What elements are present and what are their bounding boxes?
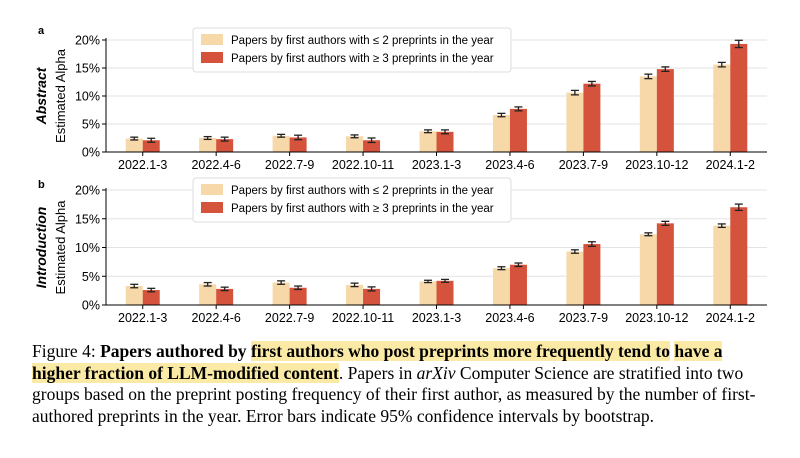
legend-label: Papers by first authors with ≤ 2 preprin…	[231, 185, 494, 197]
bar	[656, 69, 674, 152]
caption-text-2: Computer Science are stratified into two…	[32, 362, 756, 426]
bar	[289, 137, 307, 152]
bar	[216, 139, 234, 152]
bar	[363, 140, 381, 152]
bar	[566, 92, 584, 152]
bar	[436, 280, 454, 305]
caption-italic: arXiv	[416, 362, 456, 383]
legend-swatch	[201, 52, 223, 63]
bar	[713, 64, 731, 152]
x-tick-label: 2023.4-6	[485, 158, 534, 172]
y-tick-label: 10%	[75, 90, 100, 104]
panel-letter: b	[38, 179, 45, 191]
legend-swatch	[201, 184, 223, 195]
y-axis-label: Estimated Alpha	[53, 200, 68, 295]
legend-label: Papers by first authors with ≥ 3 preprin…	[231, 53, 494, 65]
y-tick-label: 20%	[75, 184, 100, 198]
y-tick-label: 0%	[82, 146, 100, 160]
caption-bold-text: Papers authored by	[100, 341, 247, 361]
legend-swatch	[201, 202, 223, 213]
x-tick-label: 2023.10-12	[625, 311, 688, 325]
caption-period: .	[338, 362, 344, 383]
legend-label: Papers by first authors with ≤ 2 preprin…	[231, 35, 494, 47]
bar	[272, 282, 290, 305]
bar	[492, 268, 510, 305]
bar	[436, 131, 454, 152]
bar	[509, 264, 527, 305]
bar	[125, 286, 143, 305]
figure-caption: Figure 4: Papers authored by first autho…	[32, 341, 772, 427]
row-label: Introduction	[33, 207, 49, 289]
bar	[272, 135, 290, 152]
y-axis-label: Estimated Alpha	[53, 48, 68, 143]
bar	[142, 140, 160, 152]
bar	[346, 284, 364, 305]
bar	[125, 138, 143, 152]
bar	[713, 225, 731, 305]
x-tick-label: 2022.1-3	[118, 311, 167, 325]
x-tick-label: 2023.1-3	[412, 311, 461, 325]
bar	[199, 138, 217, 152]
x-tick-label: 2023.10-12	[625, 158, 688, 172]
bar	[346, 136, 364, 152]
y-tick-label: 10%	[75, 241, 100, 255]
bar	[639, 234, 657, 305]
y-tick-label: 15%	[75, 62, 100, 76]
chart-panel-a: 0% 5% 10% 15% 20% 2022.1-3 2022.4-6 2022.7-9 202…	[33, 25, 767, 172]
caption-text-1: Papers in	[347, 362, 413, 383]
bar	[289, 287, 307, 305]
bar	[492, 115, 510, 152]
legend-box	[192, 177, 512, 223]
panel-letter: a	[38, 25, 45, 37]
bar	[730, 43, 748, 152]
bar	[419, 281, 437, 305]
bar	[216, 288, 234, 305]
bar	[509, 108, 527, 152]
y-tick-label: 5%	[82, 118, 100, 132]
x-tick-label: 2022.1-3	[118, 158, 167, 172]
x-tick-label: 2022.4-6	[191, 311, 240, 325]
bar	[583, 244, 601, 305]
bar	[363, 288, 381, 305]
bar	[566, 251, 584, 305]
x-tick-label: 2022.7-9	[265, 311, 314, 325]
bar	[142, 290, 160, 305]
x-tick-label: 2023.4-6	[485, 311, 534, 325]
y-tick-label: 0%	[82, 299, 100, 313]
caption-highlight-1: first authors who post preprints more fr…	[250, 341, 670, 361]
bar	[639, 76, 657, 152]
row-label: Abstract	[33, 66, 49, 125]
x-tick-label: 2023.7-9	[559, 311, 608, 325]
x-tick-label: 2022.10-11	[332, 311, 394, 325]
x-tick-label: 2024.1-2	[706, 158, 755, 172]
chart-panel-b: 0% 5% 10% 15% 20% 2022.1-3 2022.4-6 2022.7-9 202…	[33, 177, 767, 325]
bar	[583, 83, 601, 152]
x-tick-label: 2022.7-9	[265, 158, 314, 172]
y-tick-label: 5%	[82, 270, 100, 284]
bar	[199, 284, 217, 305]
bar	[419, 131, 437, 152]
x-tick-label: 2023.7-9	[559, 158, 608, 172]
x-tick-label: 2022.4-6	[191, 158, 240, 172]
y-tick-label: 20%	[75, 34, 100, 48]
x-tick-label: 2022.10-11	[332, 158, 394, 172]
bar	[656, 223, 674, 305]
figure-label: Figure 4:	[32, 341, 96, 361]
y-tick-label: 15%	[75, 212, 100, 226]
legend-label: Papers by first authors with ≥ 3 preprin…	[231, 203, 494, 215]
legend-box	[192, 27, 512, 73]
bar	[730, 207, 748, 305]
x-tick-label: 2024.1-2	[706, 311, 755, 325]
x-tick-label: 2023.1-3	[412, 158, 461, 172]
legend-swatch	[201, 34, 223, 45]
